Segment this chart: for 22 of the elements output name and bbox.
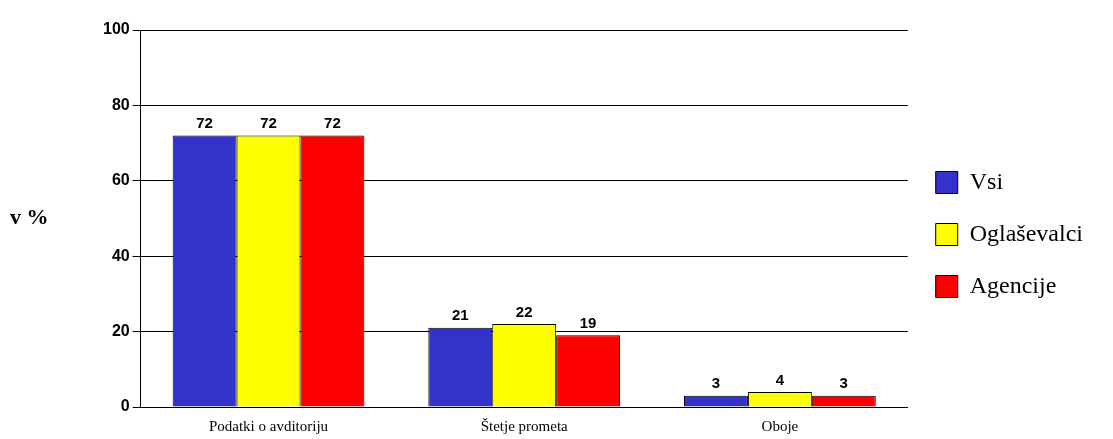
data-label: 21 xyxy=(451,306,469,324)
y-tick-label: 100 xyxy=(102,20,130,38)
y-tick-label: 40 xyxy=(111,246,130,264)
data-label: 72 xyxy=(324,114,341,132)
x-tick-label: Podatki o avditoriju xyxy=(208,417,329,434)
data-label: 3 xyxy=(711,374,721,392)
data-label: 72 xyxy=(260,114,277,132)
data-label: 72 xyxy=(196,114,213,132)
legend-label: Oglaševalci xyxy=(969,219,1084,246)
data-label: 4 xyxy=(775,370,785,388)
y-tick-label: 20 xyxy=(111,322,130,340)
legend-label: Vsi xyxy=(969,167,1004,194)
y-tick-label: 80 xyxy=(111,95,130,113)
y-tick-label: 0 xyxy=(120,397,130,415)
x-tick-label: Oboje xyxy=(761,417,799,434)
x-tick-label: Štetje prometa xyxy=(480,417,569,434)
data-label: 3 xyxy=(839,374,848,392)
y-axis-title: v % xyxy=(10,204,49,230)
data-label: 19 xyxy=(579,314,597,332)
legend-label: Agencije xyxy=(969,271,1057,298)
y-tick-label: 60 xyxy=(111,171,130,189)
data-label: 22 xyxy=(515,302,533,320)
